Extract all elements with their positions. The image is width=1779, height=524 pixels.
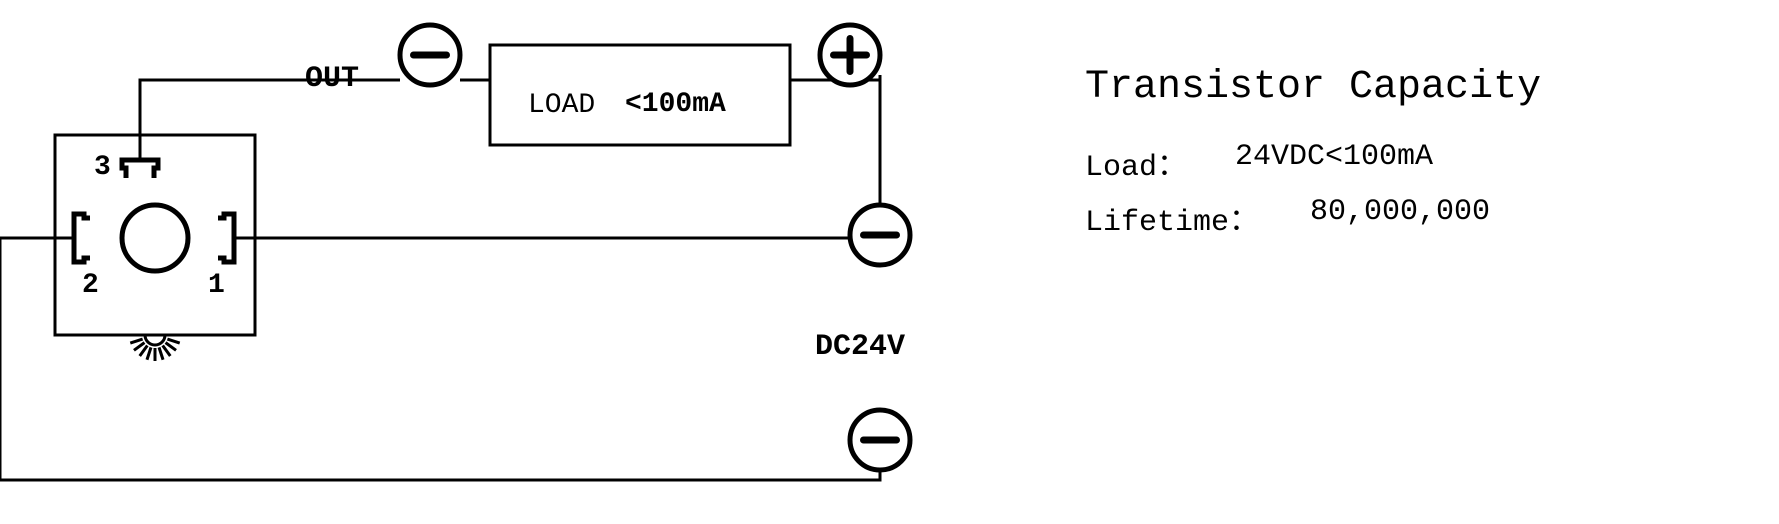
out-label: OUT [305,62,359,96]
load-value: <100mA [625,89,726,120]
load-label: LOAD [528,90,595,121]
spec-row-0-label: Load： [1085,140,1187,185]
pin3-label: 3 [94,152,111,183]
minus-mid-icon [850,205,910,265]
pin1-label: 1 [208,270,225,301]
minus-left-icon [400,25,460,85]
spec-title: Transistor Capacity [1085,65,1541,110]
spec-row-1-label: Lifetime： [1085,195,1259,240]
pin2-label: 2 [82,270,99,301]
supply-label: DC24V [815,330,905,364]
spec-row-1-value: 80,000,000 [1310,195,1490,229]
minus-bottom-icon [850,410,910,470]
circuit-diagram: OUT LOAD <100mA 3 2 1 DC24V Transistor C… [0,0,1779,524]
plus-right-icon [820,25,880,85]
spec-row-0-value: 24VDC<100mA [1235,140,1433,174]
